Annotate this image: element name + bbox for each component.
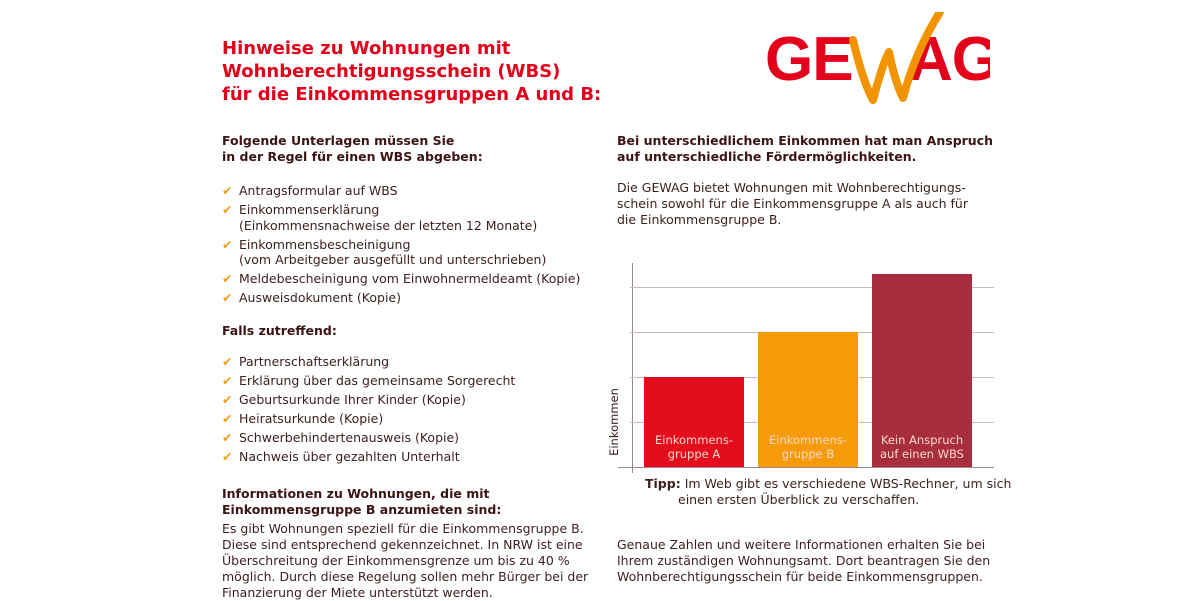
list-item: ✔ Erklärung über das gemeinsame Sorgerech… xyxy=(222,373,516,388)
check-icon: ✔ xyxy=(222,271,233,286)
optional-documents-list: ✔ Partnerschaftserklärung ✔ Erklärung über … xyxy=(222,354,592,468)
check-icon: ✔ xyxy=(222,354,233,369)
bar-label: Einkommens-gruppe A xyxy=(655,433,733,461)
tip: Tipp: Im Web gibt es verschiedene WBS-Re… xyxy=(645,476,1012,507)
check-icon: ✔ xyxy=(222,449,233,464)
list-item: ✔ Geburtsurkunde Ihrer Kinder (Kopie) xyxy=(222,392,466,407)
check-icon: ✔ xyxy=(222,290,233,305)
bar-label: Kein Anspruch auf einen WBS xyxy=(880,433,964,461)
bar-1: Einkommens-gruppe B xyxy=(758,332,858,467)
income-heading: Bei unterschiedlichem Einkommen hat man … xyxy=(617,133,994,164)
check-icon: ✔ xyxy=(222,202,233,217)
check-icon: ✔ xyxy=(222,236,233,252)
svg-text:GE: GE xyxy=(765,25,853,94)
list-item: ✔ Antragsformular auf WBS xyxy=(222,183,398,198)
if-applicable-heading: Falls zutreffend: xyxy=(222,323,337,338)
check-icon: ✔ xyxy=(222,183,233,198)
svg-text:AG: AG xyxy=(908,25,990,94)
bar-label: Einkommens-gruppe B xyxy=(769,433,847,461)
check-icon: ✔ xyxy=(222,430,233,445)
gridline xyxy=(630,287,994,288)
list-item: ✔ Partnerschaftserklärung xyxy=(222,354,390,369)
bar-2: Kein Anspruch auf einen WBS xyxy=(872,273,972,467)
list-item: ✔ Einkommenserklärung (Einkommensnachweise… xyxy=(222,202,538,233)
list-item: ✔ Meldebescheinigung vom Einwohnermeldeam… xyxy=(222,271,581,286)
list-item: ✔ Nachweis über gezahlten Unterhalt xyxy=(222,449,460,464)
tip-label: Tipp: xyxy=(645,476,681,491)
check-icon: ✔ xyxy=(222,411,233,426)
documents-heading: Folgende Unterlagen müssen Sie in der Re… xyxy=(222,133,483,164)
page-title: Hinweise zu Wohnungen mit Wohnberechtigu… xyxy=(222,38,602,105)
list-item: ✔ Ausweisdokument (Kopie) xyxy=(222,290,401,305)
bar-0: Einkommens-gruppe A xyxy=(644,377,744,467)
check-icon: ✔ xyxy=(222,392,233,407)
list-item: ✔ Heiratsurkunde (Kopie) xyxy=(222,411,384,426)
gewag-paragraph: Die GEWAG bietet Wohnungen mit Wohnberec… xyxy=(617,180,968,227)
documents-list: ✔ Antragsformular auf WBS ✔ Einkommenserklä… xyxy=(222,183,592,309)
y-axis-label: Einkommen xyxy=(606,388,621,456)
check-icon: ✔ xyxy=(222,373,233,388)
gewag-logo: GE AG xyxy=(765,8,1000,107)
y-axis xyxy=(632,263,633,473)
income-chart: Einkommen Einkommens-gruppe A Einkommens-… xyxy=(600,255,1000,475)
list-item: ✔ Einkommensbescheinigung (vom Arbeitgeber… xyxy=(222,236,547,268)
group-b-heading: Informationen zu Wohnungen, die mit Eink… xyxy=(222,486,502,517)
x-axis xyxy=(618,467,994,468)
contact-paragraph: Genaue Zahlen und weitere Informationen … xyxy=(617,537,991,584)
list-item: ✔ Schwerbehindertenausweis (Kopie) xyxy=(222,430,460,445)
group-b-paragraph: Es gibt Wohnungen speziell für die Einko… xyxy=(222,521,589,600)
